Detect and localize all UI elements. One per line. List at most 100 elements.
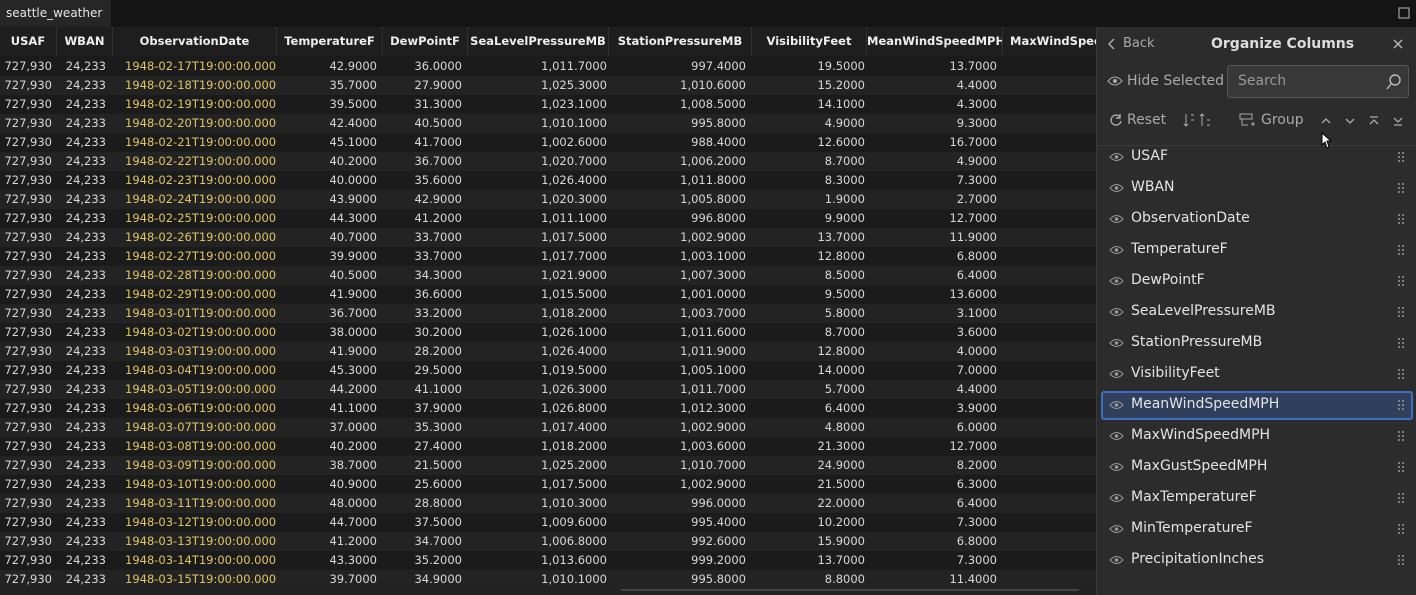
table-row[interactable]: 727,930 24,233 1948-03-15T19:00:00.000 39.7… [0, 570, 1096, 589]
table-row[interactable]: 727,930 24,233 1948-02-23T19:00:00.000 40.0… [0, 171, 1096, 190]
drag-handle[interactable] [1397, 368, 1405, 380]
column-header[interactable]: StationPressureMB [609, 27, 752, 56]
table-row[interactable]: 727,930 24,233 1948-03-04T19:00:00.000 45.3… [0, 361, 1096, 380]
table-cell: 727,930 [4, 59, 52, 73]
table-row[interactable]: 727,930 24,233 1948-02-17T19:00:00.000 42.9… [0, 57, 1096, 76]
tab[interactable]: seattle_weather [0, 0, 111, 27]
column-item[interactable]: MaxWindSpeedMPH [1101, 422, 1413, 451]
table-row[interactable]: 727,930 24,233 1948-03-12T19:00:00.000 44.7… [0, 513, 1096, 532]
search-input[interactable]: Search [1227, 65, 1409, 98]
column-item[interactable]: MeanWindSpeedMPH [1101, 391, 1413, 420]
visibility-icon[interactable] [1109, 524, 1124, 534]
visibility-icon[interactable] [1109, 152, 1124, 162]
table-row[interactable]: 727,930 24,233 1948-02-24T19:00:00.000 43.9… [0, 190, 1096, 209]
drag-handle[interactable] [1397, 306, 1405, 318]
table-row[interactable]: 727,930 24,233 1948-03-13T19:00:00.000 41.2… [0, 532, 1096, 551]
table-row[interactable]: 727,930 24,233 1948-03-08T19:00:00.000 40.2… [0, 437, 1096, 456]
table-row[interactable]: 727,930 24,233 1948-02-19T19:00:00.000 39.5… [0, 95, 1096, 114]
table-row[interactable]: 727,930 24,233 1948-02-29T19:00:00.000 41.9… [0, 285, 1096, 304]
table-row[interactable]: 727,930 24,233 1948-02-20T19:00:00.000 42.4… [0, 114, 1096, 133]
table-row[interactable]: 727,930 24,233 1948-03-03T19:00:00.000 41.9… [0, 342, 1096, 361]
drag-handle[interactable] [1397, 554, 1405, 566]
drag-handle[interactable] [1397, 399, 1405, 411]
column-header[interactable]: SeaLevelPressureMB [468, 27, 609, 56]
column-item[interactable]: USAF [1101, 143, 1413, 172]
close-icon[interactable] [1393, 39, 1403, 49]
visibility-icon[interactable] [1109, 183, 1124, 193]
table-row[interactable]: 727,930 24,233 1948-02-21T19:00:00.000 45.1… [0, 133, 1096, 152]
column-item[interactable]: PrecipitationInches [1101, 546, 1413, 575]
table-row[interactable]: 727,930 24,233 1948-03-09T19:00:00.000 38.7… [0, 456, 1096, 475]
drag-handle[interactable] [1397, 523, 1405, 535]
column-item[interactable]: TemperatureF [1101, 236, 1413, 265]
drag-handle[interactable] [1397, 492, 1405, 504]
column-header[interactable]: ObservationDate [113, 27, 277, 56]
table-row[interactable]: 727,930 24,233 1948-03-07T19:00:00.000 37.0… [0, 418, 1096, 437]
drag-handle[interactable] [1397, 182, 1405, 194]
back-button[interactable]: Back [1123, 36, 1155, 51]
column-item[interactable]: WBAN [1101, 174, 1413, 203]
column-header[interactable]: TemperatureF [277, 27, 383, 56]
table-row[interactable]: 727,930 24,233 1948-02-18T19:00:00.000 35.7… [0, 76, 1096, 95]
table-cell: 1,006.2000 [680, 154, 746, 168]
visibility-icon[interactable] [1109, 462, 1124, 472]
column-item[interactable]: ObservationDate [1101, 205, 1413, 234]
drag-handle[interactable] [1397, 430, 1405, 442]
drag-handle[interactable] [1397, 461, 1405, 473]
table-row[interactable]: 727,930 24,233 1948-02-27T19:00:00.000 39.9… [0, 247, 1096, 266]
group-button[interactable]: Group [1261, 112, 1304, 128]
visibility-icon[interactable] [1109, 369, 1124, 379]
visibility-icon[interactable] [1109, 276, 1124, 286]
column-item[interactable]: DewPointF [1101, 267, 1413, 296]
visibility-icon[interactable] [1109, 493, 1124, 503]
table-row[interactable]: 727,930 24,233 1948-03-06T19:00:00.000 41.1… [0, 399, 1096, 418]
column-header[interactable]: USAF [0, 27, 57, 56]
column-item[interactable]: VisibilityFeet [1101, 360, 1413, 389]
drag-handle[interactable] [1397, 213, 1405, 225]
visibility-icon[interactable] [1109, 431, 1124, 441]
visibility-icon[interactable] [1109, 245, 1124, 255]
drag-handle[interactable] [1397, 151, 1405, 163]
drag-handle[interactable] [1397, 275, 1405, 287]
table-cell: 727,930 [4, 268, 52, 282]
table-cell: 13.6000 [949, 287, 997, 301]
column-item[interactable]: MaxTemperatureF [1101, 484, 1413, 513]
column-item[interactable]: MaxGustSpeedMPH [1101, 453, 1413, 482]
hide-selected-button[interactable]: Hide Selected [1127, 73, 1225, 89]
table-cell: 14.1000 [817, 97, 865, 111]
column-header[interactable]: MeanWindSpeedMPH [867, 27, 1003, 56]
visibility-icon[interactable] [1109, 214, 1124, 224]
table-row[interactable]: 727,930 24,233 1948-02-26T19:00:00.000 40.7… [0, 228, 1096, 247]
visibility-icon[interactable] [1109, 400, 1124, 410]
table-row[interactable]: 727,930 24,233 1948-03-01T19:00:00.000 36.7… [0, 304, 1096, 323]
column-header[interactable]: DewPointF [383, 27, 468, 56]
column-header[interactable]: WBAN [57, 27, 113, 56]
move-icons[interactable] [1319, 115, 1409, 127]
table-row[interactable]: 727,930 24,233 1948-03-14T19:00:00.000 43.3… [0, 551, 1096, 570]
drag-handle[interactable] [1397, 337, 1405, 349]
reset-button[interactable]: Reset [1127, 112, 1167, 128]
column-header[interactable]: MaxWindSpeedMPH [1003, 27, 1096, 56]
column-name: SeaLevelPressureMB [1131, 303, 1276, 319]
table-row[interactable]: 727,930 24,233 1948-03-05T19:00:00.000 44.2… [0, 380, 1096, 399]
table-row[interactable]: 727,930 24,233 1948-03-11T19:00:00.000 48.0… [0, 494, 1096, 513]
drag-handle[interactable] [1397, 244, 1405, 256]
column-item[interactable]: StationPressureMB [1101, 329, 1413, 358]
table-row[interactable]: 727,930 24,233 1948-02-25T19:00:00.000 44.3… [0, 209, 1096, 228]
column-item[interactable]: MinTemperatureF [1101, 515, 1413, 544]
table-cell: 727,930 [4, 515, 52, 529]
maximize-icon[interactable] [1398, 7, 1410, 19]
table-row[interactable]: 727,930 24,233 1948-03-02T19:00:00.000 38.0… [0, 323, 1096, 342]
column-header[interactable]: VisibilityFeet [752, 27, 867, 56]
table-cell: 6.4000 [824, 401, 865, 415]
column-item[interactable]: SeaLevelPressureMB [1101, 298, 1413, 327]
visibility-icon[interactable] [1109, 338, 1124, 348]
table-row[interactable]: 727,930 24,233 1948-03-10T19:00:00.000 40.9… [0, 475, 1096, 494]
table-row[interactable]: 727,930 24,233 1948-02-22T19:00:00.000 40.2… [0, 152, 1096, 171]
visibility-icon[interactable] [1109, 307, 1124, 317]
table-row[interactable]: 727,930 24,233 1948-02-28T19:00:00.000 40.5… [0, 266, 1096, 285]
table-cell: 35.2000 [414, 553, 462, 567]
table-cell: 1948-03-15T19:00:00.000 [125, 572, 277, 586]
visibility-icon[interactable] [1109, 555, 1124, 565]
sort-icons[interactable] [1183, 113, 1213, 127]
